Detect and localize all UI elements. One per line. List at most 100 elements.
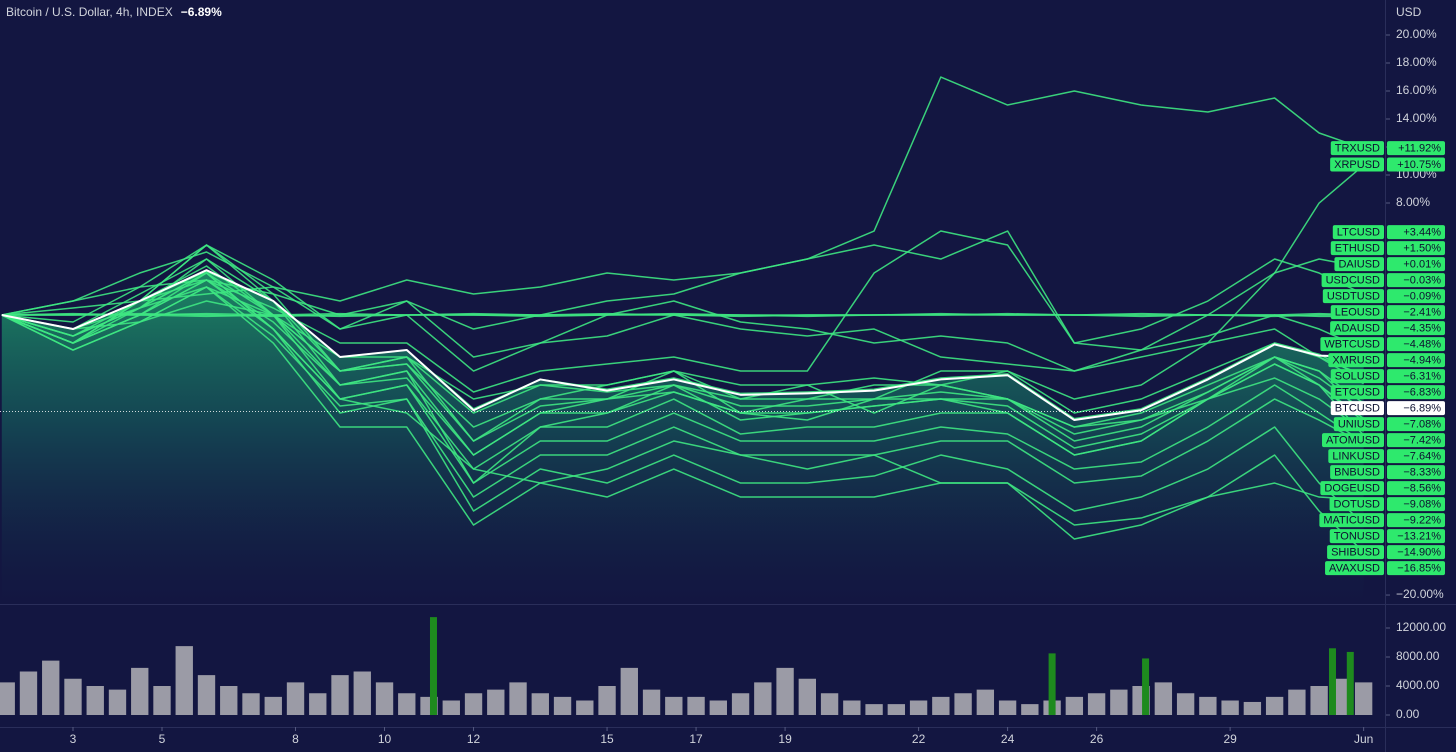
volume-bar	[1354, 682, 1373, 716]
badge-value-box	[1387, 225, 1445, 240]
volume-bar	[976, 689, 995, 716]
y-tick-label: 20.00%	[1396, 27, 1437, 41]
price-badge: UNIUSD −7.08%	[1333, 417, 1445, 432]
badge-value-box	[1387, 497, 1445, 512]
badge-name: XMRUSD	[1332, 354, 1380, 366]
series-line	[1, 244, 1365, 484]
badge-value-box	[1387, 449, 1445, 464]
volume-bar	[820, 693, 839, 716]
badge-name-box	[1325, 561, 1384, 576]
series-line	[1, 244, 1364, 372]
price-badge: ADAUSD −4.35%	[1330, 321, 1445, 336]
price-badge: LINKUSD −7.64%	[1328, 449, 1445, 464]
volume-bar	[731, 693, 750, 716]
volume-bar	[1199, 696, 1217, 716]
badge-name-box	[1321, 273, 1384, 288]
badge-name: SHIBUSD	[1331, 546, 1380, 558]
badge-name: WBTCUSD	[1324, 339, 1380, 351]
volume-tick-label: 4000.00	[1396, 678, 1440, 692]
badge-value-box	[1387, 433, 1445, 448]
badge-name: DOGEUSD	[1324, 482, 1380, 494]
badge-name-box	[1330, 465, 1384, 480]
badge-name-box	[1328, 449, 1384, 464]
badge-value: −7.08%	[1403, 418, 1441, 430]
volume-bar	[131, 667, 149, 716]
volume-bar-highlight	[1142, 658, 1150, 716]
x-tick-label: 5	[159, 732, 166, 746]
x-tick-label: 3	[70, 732, 77, 746]
series-line	[1, 272, 1365, 525]
badge-name-box	[1333, 417, 1384, 432]
x-tick-label: 15	[600, 732, 614, 746]
price-badge: BNBUSD −8.33%	[1330, 465, 1445, 480]
badge-value-box	[1387, 241, 1445, 256]
volume-bar	[998, 700, 1017, 716]
badge-value: +10.75%	[1397, 159, 1441, 171]
badge-name: LINKUSD	[1332, 450, 1380, 462]
price-badge: XRPUSD +10.75%	[1330, 157, 1445, 172]
x-tick-label: 12	[467, 732, 481, 746]
badge-value: −13.21%	[1397, 530, 1441, 542]
badge-name: UNIUSD	[1338, 418, 1380, 430]
x-tick-label: 17	[689, 732, 703, 746]
badge-name: XRPUSD	[1334, 159, 1380, 171]
volume-bar	[464, 693, 483, 716]
volume-bar	[1221, 700, 1239, 716]
badge-value: −6.89%	[1403, 402, 1441, 414]
volume-bar	[865, 704, 883, 716]
badge-name: BTCUSD	[1335, 402, 1380, 414]
volume-bar	[197, 675, 216, 716]
volume-bar	[153, 686, 171, 716]
badge-value-box	[1387, 157, 1445, 172]
price-badge: ATOMUSD −7.42%	[1322, 433, 1445, 448]
badge-value: −4.94%	[1403, 354, 1441, 366]
volume-bar	[1110, 689, 1128, 716]
badge-name-box	[1330, 321, 1384, 336]
x-tick-label: 24	[1001, 732, 1015, 746]
y-tick-label: 14.00%	[1396, 111, 1437, 125]
volume-bar	[42, 660, 60, 716]
volume-bar	[0, 682, 15, 716]
badge-name: DAIUSD	[1338, 259, 1380, 271]
series-line	[1, 300, 1364, 540]
volume-bar	[1288, 689, 1306, 716]
badge-name-box	[1320, 481, 1384, 496]
badge-name: ETCUSD	[1335, 386, 1380, 398]
series-line	[1, 286, 1365, 553]
badge-value: −7.42%	[1403, 434, 1441, 446]
price-badge: SHIBUSD −14.90%	[1327, 545, 1445, 560]
price-badge: DAIUSD +0.01%	[1334, 257, 1445, 272]
badge-name-box	[1330, 241, 1384, 256]
badge-name-box	[1330, 369, 1384, 384]
badge-value: −8.33%	[1403, 466, 1441, 478]
volume-bar	[553, 696, 572, 716]
badge-value-box	[1387, 273, 1445, 288]
price-badge: XMRUSD −4.94%	[1328, 353, 1445, 368]
price-badge: DOTUSD −9.08%	[1329, 497, 1445, 512]
badge-name: LTCUSD	[1337, 227, 1380, 239]
volume-bar	[932, 696, 950, 716]
x-tick-label: 22	[912, 732, 926, 746]
price-badge: ETHUSD +1.50%	[1330, 241, 1445, 256]
badge-name: AVAXUSD	[1329, 562, 1380, 574]
badge-name: MATICUSD	[1323, 514, 1380, 526]
badge-name: USDCUSD	[1326, 275, 1380, 287]
badge-value-box	[1387, 141, 1445, 156]
badge-value: −9.08%	[1403, 498, 1441, 510]
badge-value-box	[1387, 369, 1445, 384]
badge-name-box	[1329, 497, 1384, 512]
volume-bar	[1087, 693, 1106, 716]
volume-bar	[954, 693, 972, 716]
volume-bar	[1065, 696, 1084, 716]
volume-bar	[286, 682, 305, 716]
volume-bar	[576, 700, 594, 716]
badge-value: −2.41%	[1403, 307, 1441, 319]
price-badge: MATICUSD −9.22%	[1319, 513, 1445, 528]
volume-bar	[375, 682, 394, 716]
badge-name: BNBUSD	[1334, 466, 1380, 478]
volume-bar	[1021, 704, 1039, 716]
badge-name: LEOUSD	[1335, 307, 1380, 319]
badge-value: −7.64%	[1403, 450, 1441, 462]
volume-bar	[909, 700, 928, 716]
